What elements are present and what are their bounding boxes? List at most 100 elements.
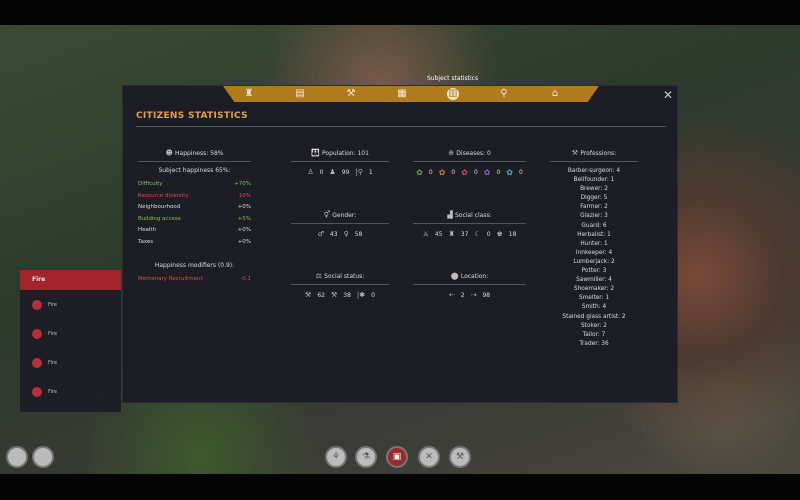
profession-item: Smelter: 1 (578, 295, 610, 302)
gender-header: Gender: (332, 212, 357, 219)
location-section: ⬤ Location: ⇠ 2 ⇢ 98 (413, 270, 526, 300)
sidebar-item[interactable]: Fire (20, 290, 121, 319)
social-status-icon: ⚖ (315, 272, 325, 280)
professions-section: ⚒ Professions: Barber-surgeon: 4 Bellfoun… (550, 147, 638, 349)
close-button[interactable]: ✕ (662, 88, 673, 102)
female-count: 58 (354, 230, 363, 238)
social-status-header: Social status: (324, 273, 365, 280)
tool-button-3[interactable]: ▣ (386, 446, 408, 468)
location-a-count: 2 (460, 291, 465, 299)
working-icon: ⚒ (305, 291, 312, 299)
factor-label: Neighbourhood (138, 204, 181, 210)
location-header: Location: (460, 273, 489, 280)
happiness-header: Happiness: 58% (175, 150, 224, 157)
profession-item: Stained glass artist: 2 (562, 313, 626, 320)
outside-icon: ⇠ (448, 291, 455, 299)
population-icon: 👪 (311, 149, 323, 157)
profession-item: Lumberjack: 2 (573, 258, 615, 265)
profession-item: Herbalist: 1 (577, 231, 611, 238)
sidebar-item[interactable]: Fire (20, 319, 121, 348)
social-status-section: ⚖ Social status: ⚒ 62 ⚒ 38 |✱ 0 (291, 270, 389, 300)
happiness-factor-row: Health +0% (138, 225, 251, 237)
social-class-section: ▟ Social class: ⚔ 45 ♜ 37 ☾ 0 ♚ 18 (413, 209, 526, 239)
social-class-icon: ▟ (447, 211, 455, 219)
medical-icon: ⊕ (448, 149, 457, 157)
map-pin-icon: ⚲ (500, 88, 508, 99)
profession-item: Digger: 5 (580, 195, 608, 202)
tab-building[interactable]: ▦ (396, 88, 408, 100)
factor-value: +5% (237, 215, 251, 222)
tab-map-pin[interactable]: ⚲ (498, 88, 510, 100)
tab-tooltip: Subject statistics (427, 75, 479, 82)
social-class-icon-1: ⚔ (422, 230, 429, 238)
bottom-letterbox (0, 474, 800, 500)
sidebar-item[interactable]: Fire (20, 377, 121, 406)
left-button-1[interactable] (6, 446, 28, 468)
sidebar-header[interactable]: Fire (20, 270, 121, 290)
social-class-icon-4: ♚ (496, 230, 503, 238)
profession-item: Glazier: 3 (580, 213, 608, 220)
mask-icon: ☻ (165, 149, 176, 157)
population-header: Population: 101 (322, 150, 369, 157)
status-a-count: 62 (317, 291, 325, 299)
hammer-button[interactable]: ⚒ (449, 446, 471, 468)
children-count: 0 (319, 168, 324, 176)
disease-count: 0 (428, 168, 433, 176)
happiness-factor-row: Difficulty +70% (138, 179, 251, 191)
tab-anvil[interactable]: ⚒ (345, 88, 357, 100)
tool-button-1[interactable]: ⚘ (325, 446, 347, 468)
diseases-header: Diseases: 0 (456, 150, 491, 157)
disease-icon-3: ✿ (461, 167, 468, 177)
location-pin-icon: ⬤ (450, 272, 461, 280)
child-icon: ♙ (307, 168, 314, 176)
resting-icon: ⚒ (330, 291, 338, 299)
profession-item: Farmer: 2 (580, 204, 608, 211)
subject-happiness: Subject happiness 65%: (158, 167, 231, 174)
bar-chart-icon: ▥ (448, 88, 458, 99)
profession-item: Tailor: 7 (582, 331, 606, 338)
social-class-count: 45 (434, 230, 443, 238)
top-letterbox (0, 0, 800, 25)
social-class-icon-3: ☾ (474, 230, 481, 238)
status-b-count: 38 (343, 291, 351, 299)
elderly-count: 1 (368, 168, 373, 176)
fire-icon (32, 299, 42, 310)
factor-label: Difficulty (138, 181, 163, 187)
tab-bar-chart[interactable]: ▥ (447, 88, 459, 100)
profession-item: Sawmiller: 4 (576, 277, 612, 284)
happiness-factor-row: Building access +5% (138, 214, 251, 226)
fire-icon (32, 357, 42, 368)
diseases-section: ⊕ Diseases: 0 ✿ 0 ✿ 0 ✿ 0 ✿ 0 ✿ 0 (413, 147, 526, 177)
gender-icon: ⚥ (323, 211, 333, 219)
sidebar-item[interactable]: Fire (20, 348, 121, 377)
tab-castle[interactable]: ⌂ (549, 88, 561, 100)
disease-count: 0 (473, 168, 478, 176)
adult-icon: ♟ (329, 168, 336, 176)
elderly-icon: |⚲ (355, 168, 363, 176)
tab-bar: ♜ ▤ ⚒ ▦ ▥ ⚲ ⌂ (223, 86, 599, 102)
disease-icon-2: ✿ (438, 167, 446, 177)
tool-button-2[interactable]: ⚗ (355, 446, 377, 468)
factor-label: Taxes (138, 238, 154, 245)
profession-item: Shoemaker: 2 (573, 286, 615, 293)
sidebar-item-label: Fire (48, 301, 57, 308)
professions-header: Professions: (580, 150, 617, 157)
happiness-factor-row: Taxes +0% (138, 237, 251, 249)
factor-label: Resource diversity (138, 192, 189, 199)
disease-icon-5: ✿ (506, 167, 513, 177)
demolish-button[interactable]: ✕ (418, 446, 440, 468)
location-b-count: 98 (482, 291, 491, 299)
happiness-factor-row: Resource diversity 10% (138, 191, 251, 203)
left-button-2[interactable] (32, 446, 54, 468)
tab-money-bag[interactable]: ♜ (243, 88, 255, 100)
profession-item: Innkeeper: 4 (575, 249, 613, 256)
male-icon: ♂ (317, 230, 324, 238)
factor-label: Building access (138, 215, 181, 222)
modifier-value: -0.1 (240, 276, 251, 282)
disease-icon-4: ✿ (483, 167, 491, 177)
tab-scroll[interactable]: ▤ (294, 88, 306, 100)
anvil-icon: ⚒ (346, 88, 356, 99)
building-icon: ▦ (397, 88, 407, 99)
profession-item: Barber-surgeon: 4 (567, 168, 621, 174)
social-class-count: 37 (460, 230, 469, 238)
